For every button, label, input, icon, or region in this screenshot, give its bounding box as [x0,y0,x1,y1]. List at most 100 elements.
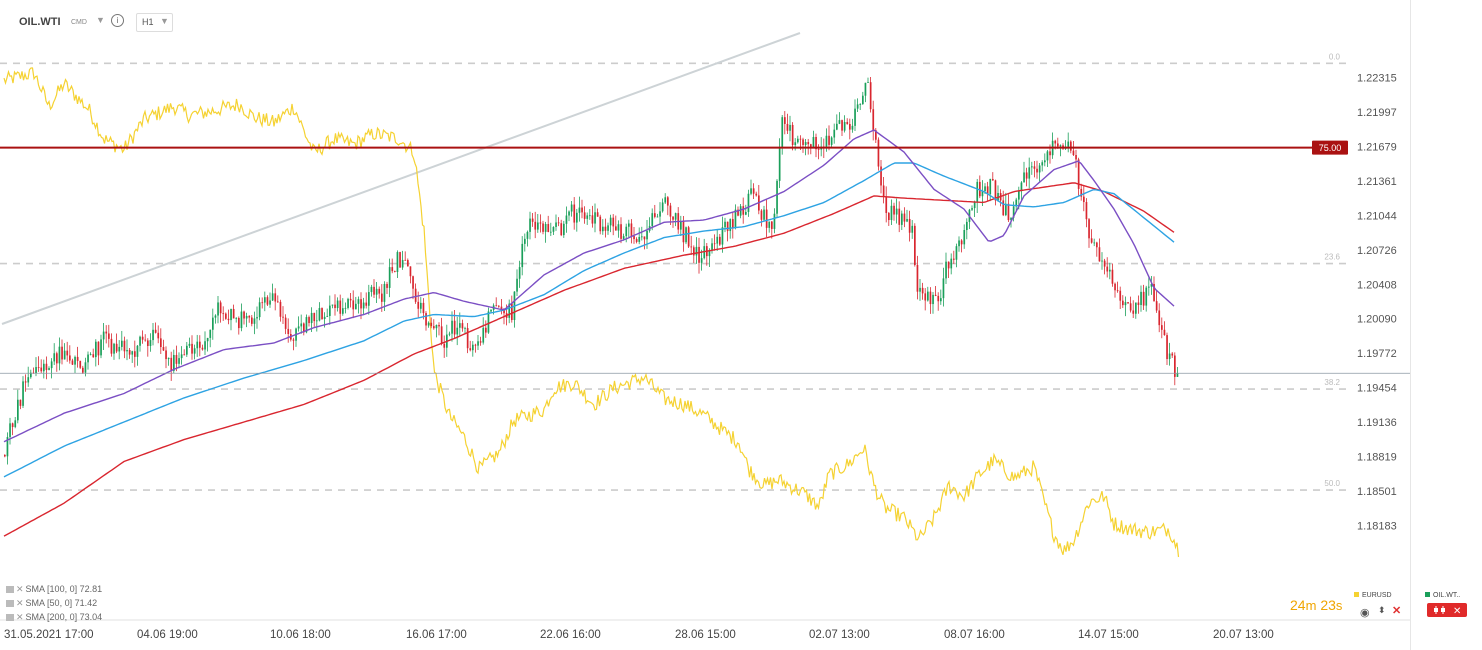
candle-body [581,207,583,213]
candle-body [141,336,144,340]
eurusd-overlay-line [3,67,1180,558]
indicator-toolbar-badge[interactable]: ✕ [1427,603,1467,617]
candle-body [586,215,589,219]
candle-body [573,204,576,223]
candle-body [550,231,552,233]
candle-body [542,223,544,232]
candle-body [911,225,914,233]
remove-icon[interactable]: ✕ [16,598,24,608]
timeframe-label: H1 [142,17,154,27]
horizontal-levels[interactable]: 75.00 [0,140,1410,374]
candle-body [1085,202,1088,220]
candle-body [924,293,927,301]
candle-body [695,246,698,256]
candle-body [989,178,992,195]
candle-body [1119,290,1122,301]
info-icon[interactable]: i [111,14,124,27]
candle-body [100,339,102,356]
candle-body [165,350,167,360]
candle-body [778,147,781,181]
instrument-tag-oil[interactable]: OIL.WT.. [1425,592,1460,599]
candle-body [1161,325,1163,330]
trendline[interactable] [1,32,801,325]
candle-body [1135,302,1137,314]
svg-text:✕: ✕ [1453,606,1461,617]
candle-body [269,300,271,305]
candlestick-series [4,76,1179,465]
candle-body [1150,283,1153,287]
eurusd-tick-label: 1.19772 [1357,348,1397,360]
instrument-tag-eurusd[interactable]: EURUSD [1354,592,1392,599]
eye-icon[interactable]: ◉ [1360,607,1370,619]
reorder-icon[interactable]: ⬍ [1378,605,1386,615]
candle-body [56,353,58,364]
eurusd-series-line [3,67,1180,558]
remove-icon[interactable]: ✕ [16,584,24,594]
candle-body [888,212,890,221]
candle-body [971,208,973,210]
candle-body [347,298,349,308]
candle-body [602,226,604,232]
eurusd-tick-label: 1.20726 [1357,245,1397,257]
candle-body [253,318,256,324]
candle-body [266,297,269,305]
candle-body [612,217,615,227]
legend-label: SMA [200, 0] 73.04 [25,612,103,622]
visibility-icon[interactable] [6,600,14,608]
candle-body [589,215,591,217]
candle-body [126,350,128,352]
candle-body [693,247,695,256]
candle-body [248,315,251,318]
candle-body [960,240,963,245]
legend-item-sma100[interactable]: ✕ SMA [100, 0] 72.81 [6,584,102,595]
candle-body [646,230,648,240]
candle-body [464,328,466,329]
candle-body [1015,199,1018,207]
candle-body [846,121,849,125]
candle-body [661,202,664,212]
close-icon[interactable]: ✕ [1392,605,1402,617]
sma-100-line [3,162,1175,478]
candle-settings-icon[interactable]: ✕ [1427,603,1467,617]
eurusd-tick-label: 1.21361 [1357,176,1397,188]
candle-body [906,218,908,222]
eurusd-price-axis: 1.22315 1.21997 1.21679 1.21361 1.21044 1.207… [1357,73,1397,533]
candle-body [973,202,976,209]
candle-body [669,205,672,217]
sma-lines [3,129,1175,537]
candle-body [175,354,178,364]
candle-body [914,225,916,266]
legend-item-sma200[interactable]: ✕ SMA [200, 0] 73.04 [6,612,102,623]
candle-body [191,343,193,354]
timeframe-selector[interactable]: H1 ▼ [136,13,173,32]
visibility-icon[interactable] [6,586,14,594]
candle-body [329,305,331,316]
candle-body [1106,266,1109,272]
candle-body [440,326,443,344]
candle-body [856,104,859,109]
candle-body [495,305,498,307]
candle-body [841,120,843,131]
candle-body [381,293,383,302]
candle-body [1176,373,1179,377]
candle-body [256,317,258,319]
legend-item-sma50[interactable]: ✕ SMA [50, 0] 71.42 [6,598,97,609]
candle-body [375,288,378,295]
candle-body [503,310,505,314]
visibility-icon[interactable] [6,614,14,622]
symbol-dropdown-icon[interactable]: ▼ [96,15,105,25]
candle-body [802,139,804,145]
remove-icon[interactable]: ✕ [16,612,24,622]
candle-body [1033,166,1036,169]
candle-body [1080,188,1083,197]
symbol-name[interactable]: OIL.WTI [19,16,61,28]
candle-body [342,308,344,314]
candle-body [183,354,186,356]
candle-body [482,327,485,343]
candle-body [628,223,630,227]
chevron-down-icon[interactable]: ▼ [160,16,169,26]
candle-body [193,348,196,354]
candle-body [154,329,157,333]
time-tick-label: 14.07 15:00 [1078,629,1139,641]
